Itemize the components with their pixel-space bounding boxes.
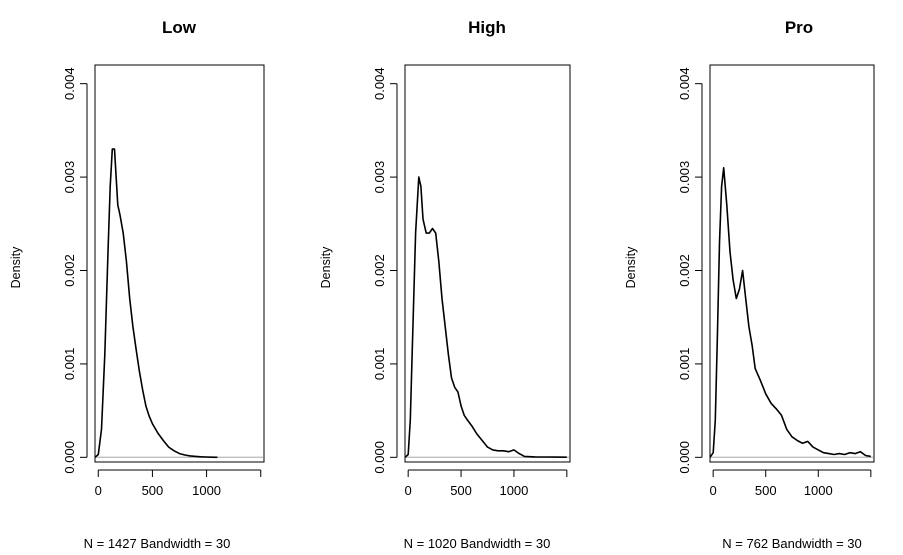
y-axis-label: Density: [319, 246, 333, 288]
y-tick-label: 0.003: [372, 161, 387, 194]
y-axis-label: Density: [624, 246, 638, 288]
x-tick-label: 0: [405, 483, 412, 498]
density-curve: [709, 167, 871, 458]
y-axis-label: Density: [9, 246, 23, 288]
x-tick-label: 1000: [804, 483, 833, 498]
plot-frame: [404, 64, 571, 463]
x-tick-label: 500: [142, 483, 164, 498]
panel-title: High: [468, 18, 506, 37]
y-tick-label: 0.001: [372, 348, 387, 381]
y-tick-label: 0.002: [372, 254, 387, 287]
x-axis-label: N = 1427 Bandwidth = 30: [84, 536, 231, 551]
y-tick-label: 0.000: [677, 441, 692, 474]
y-tick-label: 0.003: [677, 161, 692, 194]
y-tick-label: 0.004: [372, 67, 387, 100]
y-tick-label: 0.004: [62, 67, 77, 100]
y-tick-label: 0.000: [372, 441, 387, 474]
x-axis-label: N = 1020 Bandwidth = 30: [404, 536, 551, 551]
x-tick-label: 0: [710, 483, 717, 498]
y-tick-label: 0.003: [62, 161, 77, 194]
y-tick-label: 0.004: [677, 67, 692, 100]
density-panel-pro: Pro 0.000 0.001 0.002 0.003 0.004 Density 0 500 1…: [624, 18, 875, 551]
y-tick-label: 0.002: [677, 254, 692, 287]
plot-frame: [94, 64, 265, 463]
y-tick-label: 0.000: [62, 441, 77, 474]
density-curve: [94, 148, 218, 459]
x-tick-label: 1000: [192, 483, 221, 498]
density-curve: [404, 176, 567, 458]
y-tick-label: 0.002: [62, 254, 77, 287]
panel-title: Low: [162, 18, 197, 37]
x-tick-label: 1000: [499, 483, 528, 498]
x-axis-label: N = 762 Bandwidth = 30: [722, 536, 862, 551]
x-tick-label: 500: [755, 483, 777, 498]
x-tick-label: 0: [95, 483, 102, 498]
density-panel-low: Low 0.000 0.001 0.002 0.003 0.004 Density 0 500 1…: [9, 18, 265, 551]
y-tick-label: 0.001: [62, 348, 77, 381]
plot-frame: [709, 64, 875, 463]
density-panel-high: High 0.000 0.001 0.002 0.003 0.004 Density 0 500…: [319, 18, 571, 551]
y-tick-label: 0.001: [677, 348, 692, 381]
panel-title: Pro: [785, 18, 813, 37]
x-tick-label: 500: [450, 483, 472, 498]
